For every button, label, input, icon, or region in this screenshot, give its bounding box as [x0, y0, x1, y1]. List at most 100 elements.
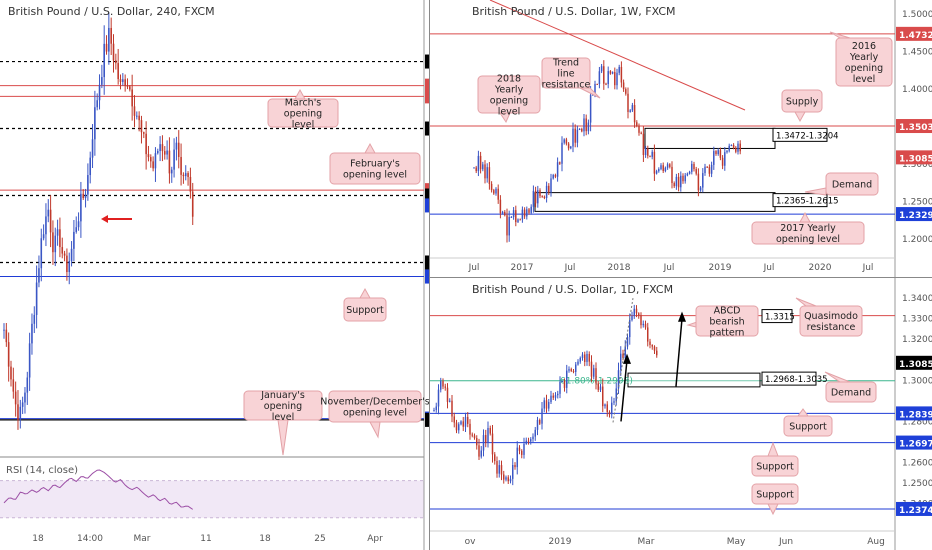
candle-body: [602, 386, 604, 407]
candle-body: [559, 381, 561, 394]
h4-time-axis[interactable]: 18 14:00 Mar 11 18 25 Apr: [32, 534, 383, 544]
candle-body: [688, 171, 691, 174]
candle-body: [140, 120, 143, 133]
daily-x-tick: Mar: [638, 537, 655, 547]
weekly-zone-label-bg: [772, 127, 828, 142]
weekly-x-tick: Jul: [862, 263, 874, 273]
h4-price-tag: 1.29790: [428, 274, 429, 284]
callout-quasimodo-resistance-box: [799, 305, 863, 337]
h4-price-tag: 1.32000: [428, 126, 429, 136]
candle-body: [59, 229, 61, 248]
h4-price-tag-bg: [425, 198, 429, 213]
candle-body: [543, 400, 545, 409]
candle-body: [91, 139, 94, 158]
candle-body: [611, 402, 613, 415]
candle-body: [710, 164, 713, 174]
candle-body: [691, 163, 693, 172]
daily-y-tick: 1.30000: [902, 376, 932, 386]
weekly-price-tag-bg: [896, 26, 932, 41]
candle-body: [177, 142, 180, 157]
candle-body: [609, 71, 612, 74]
callout-march-opening-text: March's opening level: [284, 98, 322, 131]
candle-body: [478, 445, 480, 457]
weekly-price-tag-bg: [896, 207, 932, 222]
candle-body: [660, 165, 662, 170]
candle-body: [577, 361, 579, 365]
candle-body: [117, 63, 119, 80]
candle-body: [446, 387, 449, 402]
candle-body: [556, 162, 559, 177]
candle-body: [19, 406, 22, 420]
candle-body: [543, 196, 546, 199]
daily-zone-label: 1.2968-1.3035: [765, 375, 828, 385]
daily-zone-box: [627, 372, 761, 388]
daily-fib-dotted: [612, 298, 634, 423]
candle-body: [497, 188, 499, 200]
candle-body: [647, 148, 649, 156]
candle-body: [471, 434, 473, 436]
candle-body: [539, 190, 541, 197]
candle-body: [613, 401, 615, 403]
candle-body: [525, 440, 527, 444]
candle-body: [40, 238, 43, 269]
candle-body: [54, 235, 57, 253]
candle-body: [673, 183, 675, 187]
weekly-price-axis[interactable]: 1.50000 1.45000 1.40000 1.30000 1.25000 1.200…: [896, 10, 932, 245]
callout-2016-yearly-opening-box: [835, 37, 893, 87]
candle-body: [49, 209, 52, 233]
weekly-time-axis[interactable]: Jul 2017 Jul 2018 Jul 2019 Jul 2020 Jul: [468, 263, 874, 273]
candle-body: [697, 173, 700, 191]
candle-body: [626, 337, 629, 347]
weekly-x-tick: Jul: [763, 263, 775, 273]
callout-2016-yearly-opening: 2016 Yearly opening level: [829, 31, 893, 87]
candle-body: [651, 151, 653, 157]
candle-body: [552, 175, 554, 179]
candle-body: [184, 173, 187, 177]
candle-body: [482, 164, 484, 170]
weekly-y-tick: 1.50000: [902, 10, 932, 20]
daily-price-tag: 1.30852: [899, 360, 932, 370]
daily-x-tick: 2019: [549, 537, 572, 547]
candle-body: [94, 107, 96, 140]
weekly-x-tick: 2020: [809, 263, 832, 273]
candle-body: [496, 460, 498, 474]
candle-body: [505, 477, 507, 480]
candle-body: [605, 83, 607, 85]
candle-body: [507, 477, 509, 482]
candle-body: [489, 428, 491, 434]
candle-body: [143, 132, 145, 134]
candle-body: [12, 379, 15, 392]
candle-body: [604, 404, 606, 407]
h4-chart[interactable]: 1.335001.325001.315001.305001.295001.290…: [0, 0, 429, 550]
daily-price-axis[interactable]: 1.34000 1.33000 1.32000 1.30000 1.28000 1.260…: [896, 294, 932, 516]
weekly-zone-label: 1.2365-1.2615: [776, 197, 839, 207]
candle-body: [519, 219, 521, 221]
candle-body: [462, 421, 464, 427]
candle-body: [476, 438, 478, 446]
h4-price-axis[interactable]: 1.335001.325001.315001.305001.295001.290…: [425, 24, 429, 427]
weekly-chart-title: British Pound / U.S. Dollar, 1W, FXCM: [472, 5, 675, 18]
candle-body: [510, 216, 513, 218]
candle-body: [631, 105, 634, 111]
candle-body: [541, 196, 543, 198]
candle-body: [103, 43, 105, 78]
candle-body: [677, 176, 680, 188]
candle-body: [702, 173, 704, 188]
callout-2017-yearly-opening-box: [751, 221, 865, 245]
candle-body: [467, 416, 469, 424]
candle-body: [561, 380, 563, 382]
h4-x-tick: Mar: [134, 534, 151, 544]
candle-body: [666, 164, 669, 168]
h4-arrowhead: [101, 214, 108, 223]
candle-body: [532, 190, 535, 207]
callout-support-3-text: Support: [756, 490, 794, 501]
candle-body: [622, 82, 625, 90]
weekly-chart[interactable]: 1.3472-1.3204 1.2365-1.2615 1.50000 1.4500…: [430, 0, 932, 277]
daily-time-axis[interactable]: ov 2019 Mar May Jun Aug: [465, 537, 885, 547]
candle-body: [530, 439, 532, 442]
candle-body: [35, 282, 38, 315]
daily-y-tick: 1.28000: [902, 417, 932, 427]
candle-body: [552, 395, 554, 398]
candle-body: [499, 199, 502, 214]
